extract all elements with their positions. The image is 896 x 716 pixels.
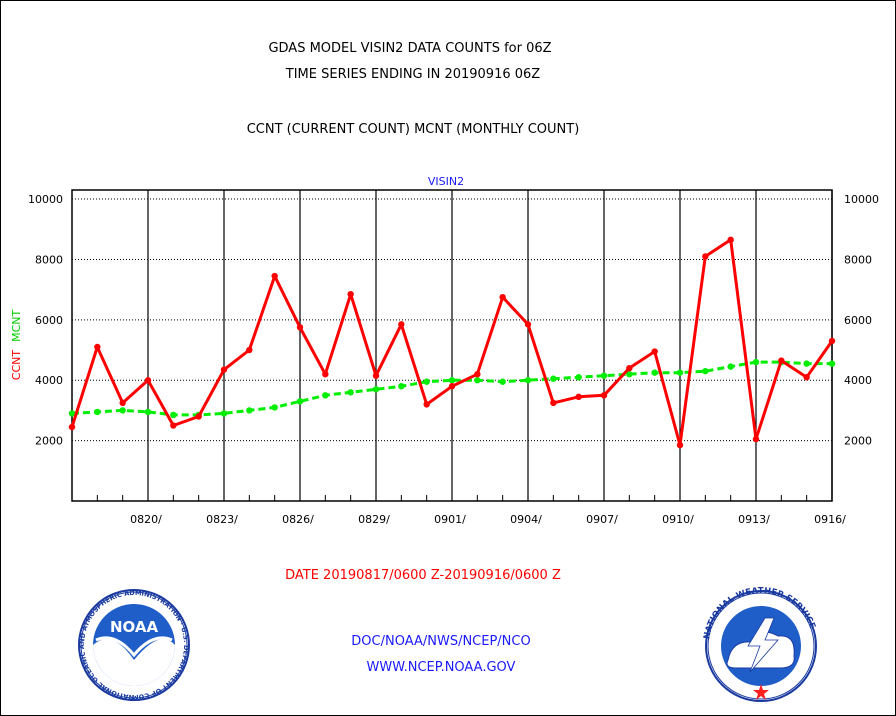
x-tick-label: 0913/ (738, 513, 770, 526)
data-point-ccnt (626, 364, 633, 372)
y-tick-label-left: 4000 (35, 374, 63, 387)
data-point-mcnt (474, 377, 481, 384)
data-point-mcnt (828, 360, 836, 367)
data-point-mcnt (94, 408, 101, 416)
data-point-ccnt (144, 377, 152, 384)
data-point-ccnt (246, 346, 253, 354)
series-layer (68, 236, 836, 449)
data-point-ccnt (600, 392, 608, 399)
data-point-ccnt (778, 357, 785, 364)
data-point-mcnt (372, 386, 380, 393)
data-point-ccnt (803, 374, 810, 381)
url-label: WWW.NCEP.NOAA.GOV (367, 660, 516, 675)
data-point-mcnt (524, 377, 532, 384)
data-point-ccnt (752, 435, 760, 443)
data-point-ccnt (524, 321, 532, 328)
date-range-label: DATE 20190817/0600 Z-20190916/0600 Z (285, 568, 561, 583)
x-tick-label: 0904/ (510, 513, 542, 526)
grid-layer (72, 190, 833, 501)
y-tick-label-right: 10000 (844, 193, 879, 206)
y-tick-label-left: 8000 (35, 253, 63, 266)
x-tick-label: 0910/ (662, 513, 694, 526)
x-tick-label: 0907/ (586, 513, 618, 526)
data-point-mcnt (144, 408, 152, 416)
y-tick-label-right: 2000 (844, 435, 872, 448)
y-tick-label-right: 4000 (844, 374, 872, 387)
data-point-mcnt (220, 410, 228, 417)
data-point-mcnt (271, 404, 278, 411)
y-tick-labels: 2000 2000 4000 4000 6000 6000 8000 8000 10000 100… (28, 193, 879, 448)
y-axis-label-ccnt: CCNT (10, 350, 23, 381)
data-point-ccnt (651, 348, 658, 355)
org-label: DOC/NOAA/NWS/NCEP/NCO (351, 634, 530, 649)
y-axis-label: CCNT MCNT (10, 310, 23, 381)
data-point-mcnt (398, 383, 405, 390)
data-point-mcnt (575, 374, 582, 381)
data-point-ccnt (499, 293, 506, 301)
noaa-logo-text: NOAA (110, 618, 159, 636)
data-point-mcnt (448, 377, 456, 384)
data-point-ccnt (727, 236, 734, 244)
data-point-ccnt (119, 399, 126, 407)
data-point-ccnt (296, 324, 304, 331)
data-point-mcnt (727, 363, 734, 370)
chart-subtitle: CCNT (CURRENT COUNT) MCNT (MONTHLY COUNT… (247, 122, 580, 137)
data-point-mcnt (170, 411, 177, 419)
data-point-ccnt (322, 370, 329, 378)
nws-logo-icon: NATIONAL WEATHER SERVICE (702, 586, 817, 702)
y-tick-label-left: 10000 (28, 193, 63, 206)
data-point-mcnt (246, 407, 253, 414)
chart-title-line2: TIME SERIES ENDING IN 20190916 06Z (285, 67, 541, 82)
data-point-mcnt (322, 392, 329, 399)
data-point-ccnt (448, 383, 456, 390)
data-point-ccnt (423, 401, 430, 408)
x-tick-label: 0823/ (206, 513, 238, 526)
data-point-mcnt (550, 375, 557, 382)
plot-frame (71, 189, 833, 502)
x-tick-label: 0916/ (814, 513, 846, 526)
plot-title: VISIN2 (428, 175, 464, 188)
data-point-mcnt (600, 372, 608, 379)
data-point-ccnt (347, 290, 354, 298)
data-point-mcnt (752, 358, 760, 366)
data-point-mcnt (423, 378, 430, 385)
data-point-ccnt (474, 370, 481, 378)
data-point-ccnt (68, 423, 76, 431)
x-tick-label: 0829/ (358, 513, 390, 526)
y-axis-label-mcnt: MCNT (10, 310, 23, 342)
data-point-mcnt (68, 410, 76, 417)
chart-title-line1: GDAS MODEL VISIN2 DATA COUNTS for 06Z (268, 41, 551, 56)
data-point-ccnt (828, 337, 836, 345)
data-point-ccnt (575, 393, 582, 401)
data-point-ccnt (550, 399, 557, 407)
data-point-ccnt (94, 343, 101, 351)
data-point-mcnt (347, 389, 354, 396)
data-point-ccnt (170, 422, 177, 429)
data-point-ccnt (372, 372, 380, 379)
data-point-ccnt (702, 253, 709, 260)
data-point-ccnt (676, 441, 684, 449)
data-point-ccnt (195, 413, 202, 420)
data-point-ccnt (271, 272, 278, 280)
y-tick-label-right: 8000 (844, 253, 872, 266)
x-tick-label: 0820/ (130, 513, 162, 526)
y-tick-label-left: 2000 (35, 435, 63, 448)
data-point-mcnt (702, 367, 709, 375)
data-point-ccnt (220, 366, 228, 373)
data-point-mcnt (676, 369, 684, 376)
data-point-mcnt (803, 360, 810, 367)
data-point-mcnt (499, 378, 506, 385)
data-point-mcnt (651, 369, 658, 376)
x-tick-labels: 0820/0823/0826/0829/0901/0904/0907/0910/… (130, 513, 846, 526)
y-tick-label-left: 6000 (35, 314, 63, 327)
x-tick-label: 0826/ (282, 513, 314, 526)
data-point-mcnt (296, 398, 304, 405)
data-point-ccnt (398, 321, 405, 328)
data-point-mcnt (626, 370, 633, 378)
y-tick-label-right: 6000 (844, 314, 872, 327)
x-tick-label: 0901/ (434, 513, 466, 526)
data-point-mcnt (119, 407, 126, 414)
